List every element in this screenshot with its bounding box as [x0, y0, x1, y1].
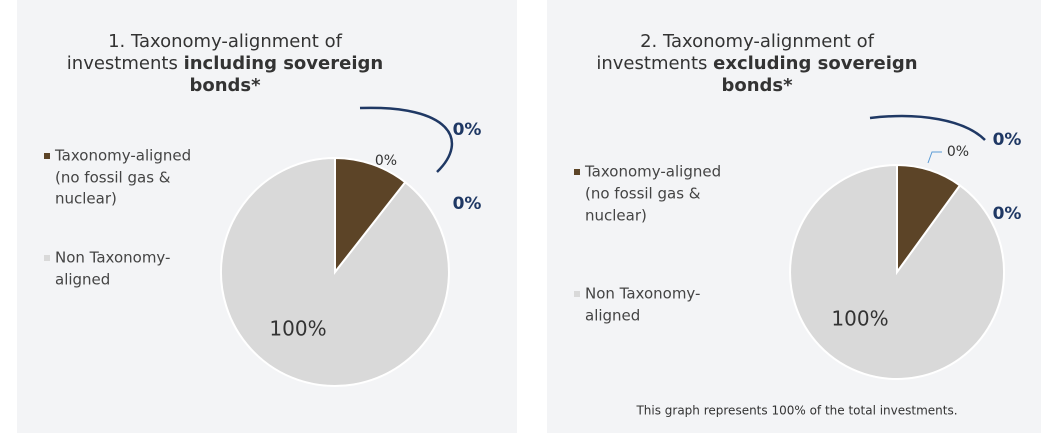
- legend-text: aligned: [585, 307, 640, 325]
- legend-text: (no fossil gas &: [55, 169, 171, 187]
- legend-swatch: [44, 153, 50, 159]
- leader-line: [927, 151, 942, 164]
- legend-text: Non Taxonomy-: [585, 285, 700, 303]
- callout: 0%: [453, 194, 482, 214]
- footnote: This graph represents 100% of the total …: [635, 404, 957, 418]
- legend-text: Non Taxonomy-: [55, 249, 170, 267]
- callout: 0%: [993, 130, 1022, 150]
- slice-label: 100%: [831, 307, 888, 331]
- pie-slice: [896, 163, 962, 276]
- pie-slice: [334, 156, 407, 275]
- title: 2. Taxonomy-alignment of: [640, 31, 875, 52]
- legend-text: aligned: [55, 271, 110, 289]
- legend-text: nuclear): [585, 207, 647, 225]
- title-bold: bonds*: [721, 75, 793, 96]
- legend-text: Taxonomy-aligned: [54, 147, 191, 165]
- slice-label: 0%: [375, 153, 397, 169]
- legend-swatch: [574, 291, 580, 297]
- title-bold: including sovereign: [184, 53, 384, 74]
- callout-arc: [869, 114, 986, 141]
- legend-text: (no fossil gas &: [585, 185, 701, 203]
- callout: 0%: [993, 204, 1022, 224]
- title-bold: excluding sovereign: [713, 53, 917, 74]
- legend-swatch: [44, 255, 50, 261]
- title: investments: [596, 53, 707, 74]
- callout-arc: [359, 106, 454, 173]
- legend-text: Taxonomy-aligned: [584, 163, 721, 181]
- title: investments: [67, 53, 178, 74]
- title: investments excluding sovereign: [596, 53, 917, 74]
- callout: 0%: [453, 120, 482, 140]
- title-bold: bonds*: [189, 75, 261, 96]
- title: investments including sovereign: [67, 53, 383, 74]
- legend-text: nuclear): [55, 190, 117, 208]
- slice-label: 100%: [269, 317, 326, 341]
- title: 1. Taxonomy-alignment of: [108, 31, 343, 52]
- legend-swatch: [574, 169, 580, 175]
- slice-label: 0%: [947, 144, 969, 160]
